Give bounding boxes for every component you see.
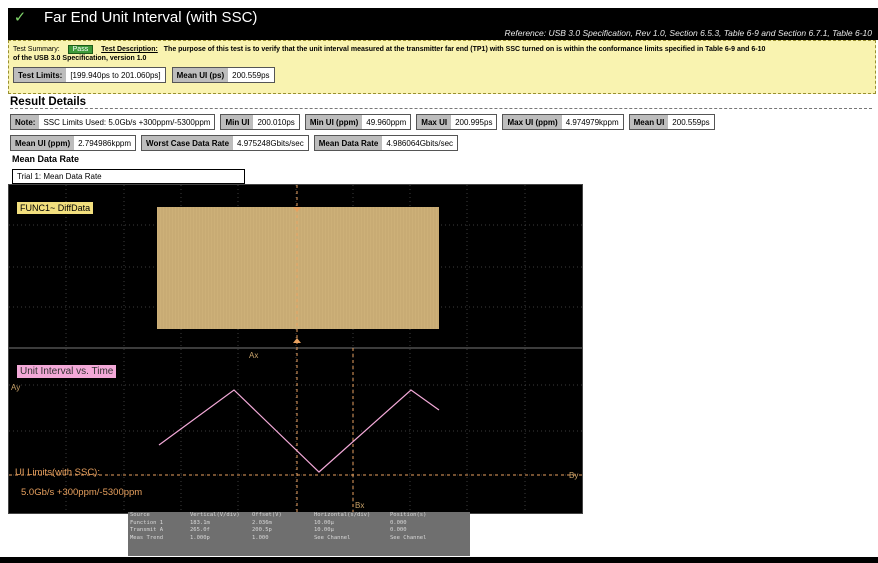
result-key: Worst Case Data Rate [142, 136, 234, 150]
divider [10, 108, 872, 109]
func1-label: FUNC1~ DiffData [17, 202, 94, 214]
result-chip: Mean UI 200.559ps [628, 114, 715, 130]
result-chip: Min UI 200.010ps [220, 114, 300, 130]
test-summary-label: Test Summary: [13, 46, 60, 53]
result-value: SSC Limits Used: 5.0Gb/s +300ppm/-5300pp… [39, 115, 215, 129]
ui-vs-time-label: Unit Interval vs. Time [17, 365, 117, 378]
result-value: 4.975248Gbits/sec [233, 136, 308, 150]
readout-cell: 0.000 [390, 527, 407, 533]
result-key: Mean Data Rate [314, 136, 383, 150]
result-key: Mean UI [629, 115, 669, 129]
readout-header-cell: Offset(V) [252, 512, 282, 518]
result-details-title: Result Details [10, 96, 87, 108]
trigger-marker-icon [293, 338, 301, 343]
readout-cell: 2.036m [252, 519, 272, 526]
mean-ui-value: 200.559ps [228, 68, 274, 82]
readout-cell: 0.000 [390, 519, 407, 526]
result-key: Max UI (ppm) [503, 115, 562, 129]
channel-readout-table: Source Vertical(V/div) Offset(V) Horizon… [128, 512, 470, 556]
title-bar: ✓ Far End Unit Interval (with SSC) [8, 8, 878, 26]
cursor-bx-label: Bx [355, 501, 365, 510]
result-key: Min UI [221, 115, 254, 129]
mean-ui-label: Mean UI (ps) [172, 68, 229, 82]
readout-cell: Function 1 [130, 519, 164, 526]
test-summary-panel: Test Summary: Pass Test Description: The… [8, 40, 876, 94]
trigger-marker-icon [293, 207, 301, 212]
reference-text: Reference: USB 3.0 Specification, Rev 1.… [504, 28, 872, 38]
result-key: Max UI [417, 115, 452, 129]
cursor-by-label: By [569, 471, 579, 480]
ui-limits-label: UI Limits(with SSC): [15, 467, 100, 478]
readout-header-cell: Position(s) [390, 512, 427, 518]
result-key: Min UI (ppm) [305, 115, 363, 129]
reference-bar: Reference: USB 3.0 Specification, Rev 1.… [8, 26, 878, 40]
readout-cell: See Channel [390, 534, 427, 541]
mean-ui-chip: Mean UI (ps) 200.559ps [171, 67, 275, 83]
test-description-link[interactable]: Test Description: [101, 46, 158, 53]
result-key: Mean UI (ppm) [11, 136, 75, 150]
readout-cell: See Channel [314, 534, 351, 541]
ui-limits-spec: 5.0Gb/s +300ppm/-5300ppm [21, 487, 143, 498]
results-row-2: Mean UI (ppm) 2.794986kppm Worst Case Dat… [10, 135, 459, 151]
readout-cell: Meas Trend [130, 534, 164, 541]
readout-header-cell: Source [130, 512, 150, 518]
waveform-texture [158, 207, 439, 329]
result-chip: Max UI 200.995ps [416, 114, 498, 130]
readout-cell: Transmit A [130, 527, 164, 533]
readout-cell: 265.0f [190, 527, 210, 533]
result-chip: Mean UI (ppm) 2.794986kppm [10, 135, 137, 151]
result-value: 2.794986kppm [74, 136, 136, 150]
mean-data-rate-heading: Mean Data Rate [12, 154, 80, 164]
readout-cell: 1.000 [252, 534, 269, 541]
test-limits-value: [199.940ps to 201.060ps] [66, 68, 165, 82]
readout-cell: 200.5p [252, 527, 272, 533]
scope-plot [9, 185, 582, 513]
test-description-text: The purpose of this test is to verify th… [163, 46, 766, 53]
result-key: Note: [11, 115, 40, 129]
result-chip: Max UI (ppm) 4.974979kppm [502, 114, 624, 130]
bottom-edge [0, 557, 878, 563]
result-chip: Worst Case Data Rate 4.975248Gbits/sec [141, 135, 309, 151]
status-badge: Pass [67, 45, 94, 54]
result-value: 4.974979kppm [561, 115, 623, 129]
trial-caption: Trial 1: Mean Data Rate [12, 169, 245, 184]
readout-header-cell: Vertical(V/div) [190, 512, 240, 518]
result-chip: Note: SSC Limits Used: 5.0Gb/s +300ppm/-5… [10, 114, 216, 130]
readout-cell: 183.1m [190, 519, 210, 526]
pass-check-icon: ✓ [13, 9, 27, 26]
ui-vs-time-trace [158, 389, 440, 473]
result-value: 49.960ppm [362, 115, 411, 129]
result-value: 200.559ps [668, 115, 714, 129]
readout-header: Source Vertical(V/div) Offset(V) Horizon… [128, 512, 470, 520]
test-limits-chip: Test Limits: [199.940ps to 201.060ps] [13, 67, 166, 83]
readout-row: Meas Trend 1.000p 1.000 See Channel See … [128, 535, 470, 543]
readout-row: Transmit A 265.0f 200.5p 10.00µ 0.000 [128, 527, 470, 535]
page-title: Far End Unit Interval (with SSC) [44, 8, 258, 26]
result-chip: Min UI (ppm) 49.960ppm [304, 114, 412, 130]
limits-row: Test Limits: [199.940ps to 201.060ps] Me… [13, 67, 275, 83]
result-value: 4.986064Gbits/sec [382, 136, 458, 150]
readout-cell: 10.00µ [314, 527, 334, 533]
func1-waveform-envelope [157, 207, 439, 329]
readout-cell: 10.00µ [314, 519, 334, 526]
test-description-continued: of the USB 3.0 Specification, version 1.… [13, 55, 147, 62]
cursor-ax-label: Ax [249, 351, 259, 360]
readout-cell: 1.000p [190, 534, 210, 541]
summary-row: Test Summary: Pass Test Description: The… [13, 45, 873, 55]
result-value: 200.995ps [451, 115, 497, 129]
scope-display: FUNC1~ DiffData Unit Interval vs. Time U… [8, 184, 583, 514]
result-chip: Mean Data Rate 4.986064Gbits/sec [313, 135, 459, 151]
cursor-ay-label: Ay [11, 383, 21, 392]
readout-row: Function 1 183.1m 2.036m 10.00µ 0.000 [128, 520, 470, 528]
result-value: 200.010ps [253, 115, 299, 129]
test-limits-label: Test Limits: [14, 68, 67, 82]
readout-header-cell: Horizontal(s/div) [314, 512, 371, 518]
results-row-1: Note: SSC Limits Used: 5.0Gb/s +300ppm/-5… [10, 114, 715, 130]
